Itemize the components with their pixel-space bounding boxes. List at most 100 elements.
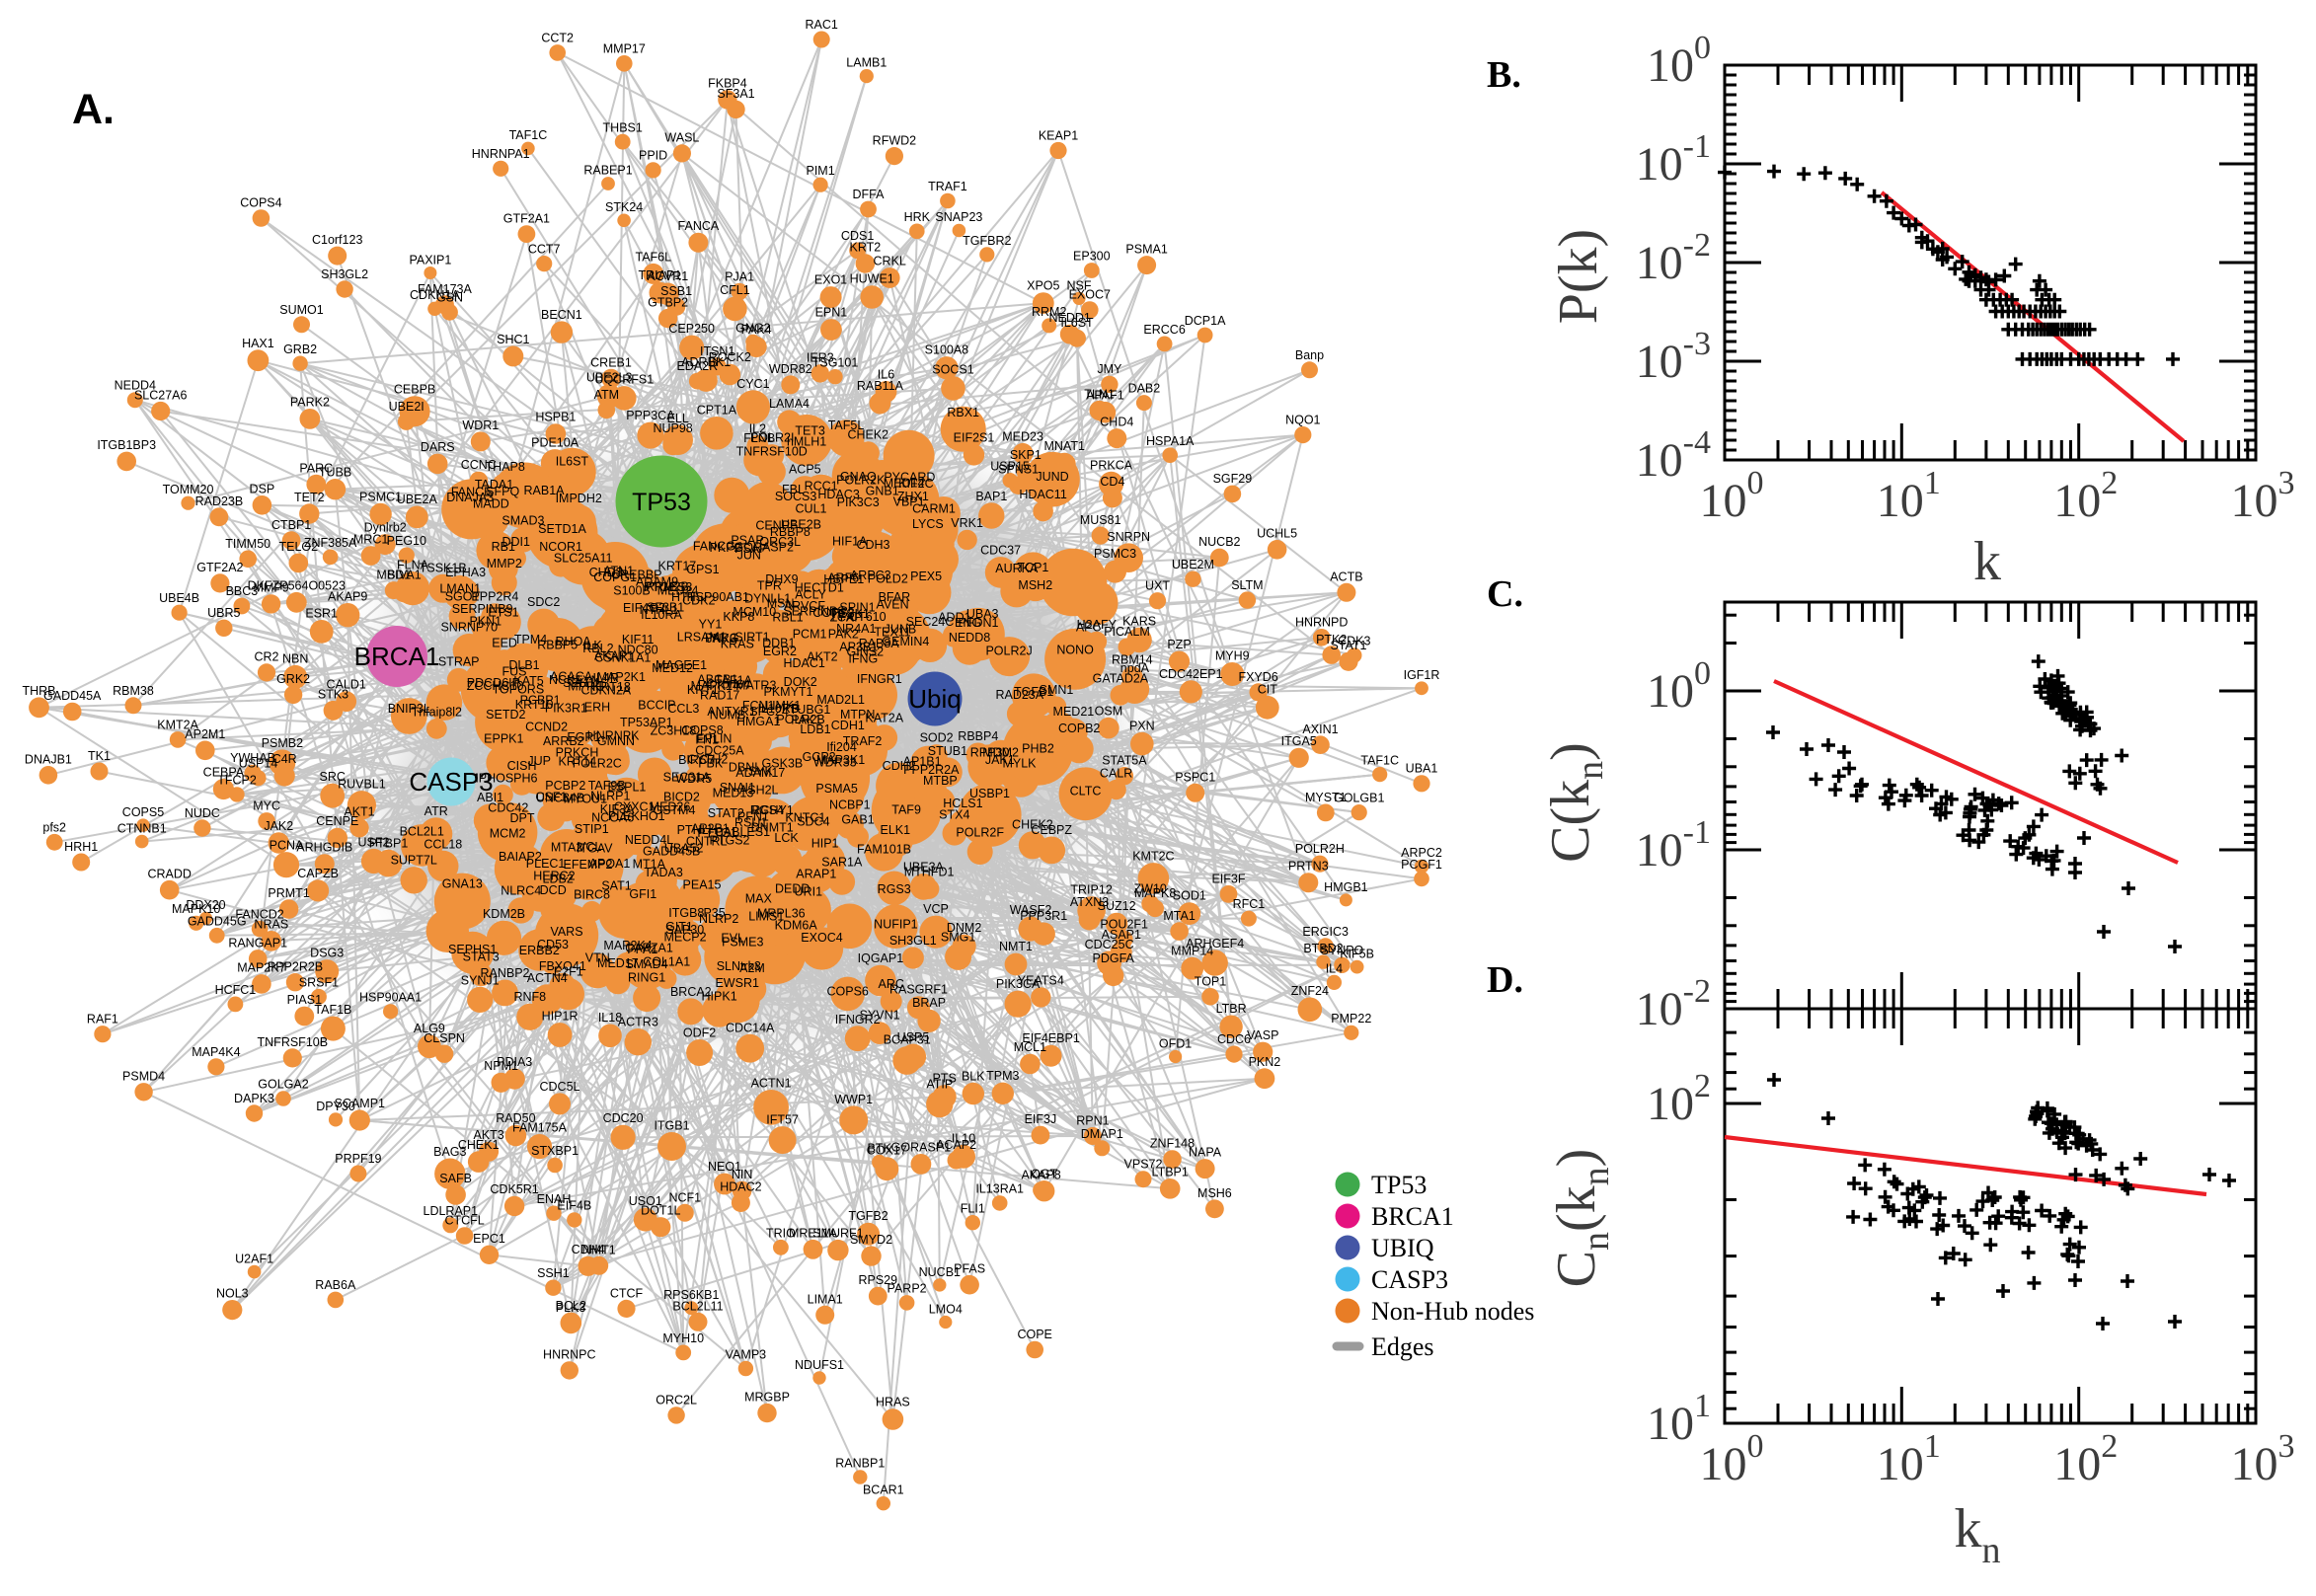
svg-text:CARM1: CARM1 [912, 502, 956, 516]
svg-text:MAD2L1: MAD2L1 [816, 693, 865, 707]
svg-text:PARG: PARG [705, 632, 739, 646]
svg-text:MED23: MED23 [1002, 429, 1043, 443]
svg-text:CASP3: CASP3 [409, 767, 493, 797]
svg-text:TRAF2: TRAF2 [843, 734, 883, 748]
svg-text:RAD23B: RAD23B [195, 494, 244, 508]
svg-text:THRB: THRB [22, 684, 55, 698]
svg-text:PSMA1: PSMA1 [1125, 243, 1167, 257]
svg-text:EXOC7: EXOC7 [1069, 288, 1111, 302]
svg-text:PSMC1: PSMC1 [359, 490, 402, 503]
svg-text:BIRC8: BIRC8 [574, 887, 610, 901]
svg-text:UBE2B: UBE2B [781, 518, 821, 532]
svg-text:SYK: SYK [748, 765, 774, 779]
svg-text:MAP2K1: MAP2K1 [597, 670, 646, 684]
svg-text:SUPT7L: SUPT7L [391, 854, 437, 868]
svg-text:PDCD6IP: PDCD6IP [467, 676, 520, 690]
svg-text:LAMA4: LAMA4 [769, 397, 810, 411]
svg-text:KAT5: KAT5 [513, 674, 543, 688]
svg-text:SNRPN: SNRPN [1107, 530, 1150, 544]
svg-text:TPR: TPR [757, 578, 782, 592]
svg-text:CABLES1: CABLES1 [715, 825, 770, 839]
svg-text:PPP3R1: PPP3R1 [1020, 909, 1067, 923]
svg-text:CXXC1: CXXC1 [614, 799, 656, 813]
svg-text:LIMA1: LIMA1 [808, 1292, 843, 1306]
svg-text:MRC1: MRC1 [353, 533, 388, 547]
svg-text:P(k): P(k) [1548, 229, 1609, 324]
svg-text:GPS1: GPS1 [686, 563, 719, 576]
svg-text:SMYD2: SMYD2 [850, 1233, 892, 1247]
svg-text:USO1: USO1 [629, 1194, 662, 1208]
svg-text:TAF9: TAF9 [891, 803, 921, 817]
svg-text:DSP: DSP [250, 483, 275, 496]
svg-text:102: 102 [2053, 1428, 2118, 1490]
svg-text:GINS2: GINS2 [847, 646, 885, 659]
svg-text:HSPA1A: HSPA1A [1146, 434, 1195, 448]
svg-text:JUND: JUND [1036, 470, 1068, 484]
svg-text:IL13RA1: IL13RA1 [975, 1182, 1024, 1196]
svg-text:AP1B1: AP1B1 [903, 755, 942, 769]
svg-text:Tnfaip8l2: Tnfaip8l2 [412, 705, 462, 719]
svg-text:PHB2: PHB2 [1022, 741, 1054, 755]
svg-text:TELO2: TELO2 [278, 540, 318, 554]
svg-text:PSMA5: PSMA5 [815, 782, 857, 796]
svg-text:POLR2C: POLR2C [573, 757, 622, 771]
svg-text:SPNS1: SPNS1 [998, 463, 1039, 477]
svg-text:EPHA3: EPHA3 [445, 566, 486, 579]
svg-text:DARS: DARS [421, 440, 455, 454]
svg-text:IMPDH2: IMPDH2 [556, 492, 602, 505]
svg-text:SUMO1: SUMO1 [279, 303, 324, 317]
svg-text:CLSPN: CLSPN [424, 1031, 465, 1045]
svg-text:RAD17: RAD17 [700, 689, 739, 703]
svg-text:BCAR1: BCAR1 [863, 1483, 904, 1497]
svg-text:IL4: IL4 [1326, 961, 1343, 975]
svg-text:ACVR1: ACVR1 [648, 269, 689, 283]
svg-text:ERGIC3: ERGIC3 [1302, 925, 1349, 939]
svg-text:H2AFY: H2AFY [1077, 618, 1118, 632]
svg-text:MAP4K4: MAP4K4 [192, 1045, 240, 1059]
svg-text:UBR5: UBR5 [207, 606, 240, 620]
svg-text:MMP2: MMP2 [487, 557, 522, 570]
svg-text:CEBPA: CEBPA [203, 766, 245, 780]
svg-text:AKT2: AKT2 [807, 650, 837, 664]
svg-text:FXYD6: FXYD6 [1238, 670, 1277, 684]
svg-text:GFI1: GFI1 [629, 887, 656, 901]
svg-text:ARHGDIB: ARHGDIB [296, 841, 352, 855]
svg-text:BCL2L11: BCL2L11 [672, 1299, 723, 1313]
svg-text:DEDD: DEDD [775, 882, 810, 896]
svg-text:MED24: MED24 [657, 583, 699, 597]
svg-text:BAIAP2: BAIAP2 [499, 850, 542, 864]
svg-text:VAMP3: VAMP3 [726, 1347, 766, 1361]
svg-text:KRT18: KRT18 [592, 680, 631, 694]
svg-text:POU2F1: POU2F1 [1100, 917, 1148, 931]
svg-text:TIMM50: TIMM50 [225, 537, 270, 551]
svg-text:RBM38: RBM38 [113, 684, 154, 698]
svg-text:TP53: TP53 [632, 489, 691, 516]
svg-text:IFNGR2: IFNGR2 [835, 1013, 881, 1026]
svg-text:SOCS1: SOCS1 [932, 363, 973, 377]
svg-text:SEC31A: SEC31A [663, 771, 712, 785]
svg-text:CD4: CD4 [1100, 475, 1124, 489]
svg-text:ROCK2: ROCK2 [709, 350, 751, 364]
svg-text:VARS: VARS [550, 925, 582, 939]
svg-text:IQGAP1: IQGAP1 [858, 951, 904, 965]
svg-text:STIP1: STIP1 [575, 822, 609, 836]
svg-text:SGF29: SGF29 [1213, 472, 1253, 486]
svg-text:DNAJA3: DNAJA3 [446, 491, 494, 504]
svg-text:GOLGB1: GOLGB1 [1334, 792, 1384, 805]
svg-text:D.: D. [1487, 959, 1523, 1001]
svg-text:CD53: CD53 [537, 938, 569, 951]
svg-text:UBE2A: UBE2A [397, 493, 438, 506]
svg-text:RNF8: RNF8 [513, 990, 546, 1004]
svg-text:AP2B1: AP2B1 [691, 822, 730, 836]
svg-text:PARP2: PARP2 [888, 1282, 927, 1296]
svg-text:MED13: MED13 [713, 787, 754, 800]
svg-text:A.: A. [72, 86, 115, 133]
svg-text:APC: APC [1076, 620, 1102, 634]
svg-text:GTF2A1: GTF2A1 [503, 212, 550, 226]
svg-text:POLR2B: POLR2B [776, 713, 824, 726]
svg-text:MBD1: MBD1 [376, 569, 411, 582]
svg-text:EFEMP2: EFEMP2 [563, 858, 612, 872]
svg-text:CRKL: CRKL [874, 255, 906, 268]
svg-text:HUWE1: HUWE1 [850, 272, 894, 286]
svg-text:SMAD3: SMAD3 [502, 514, 544, 528]
